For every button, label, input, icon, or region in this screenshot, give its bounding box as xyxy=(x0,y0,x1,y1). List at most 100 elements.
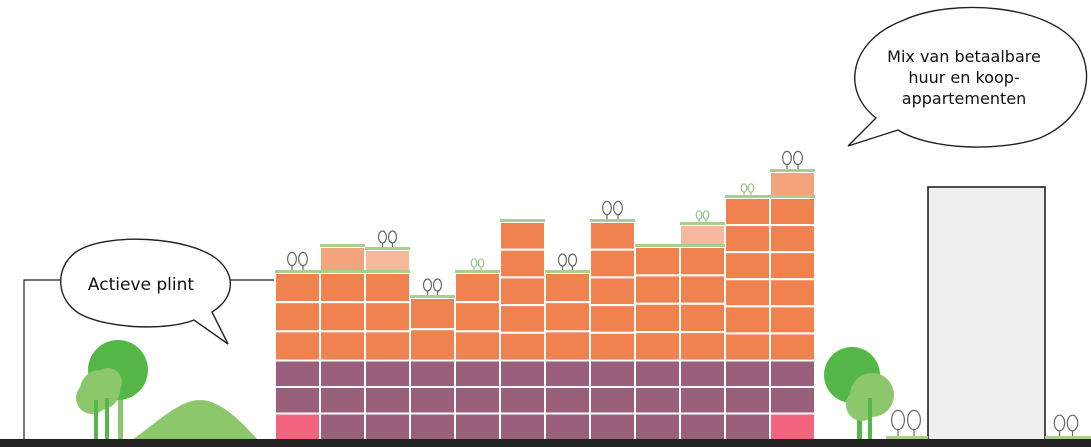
plinth-cell xyxy=(454,386,501,415)
plinth-cell xyxy=(544,386,591,415)
ground-line xyxy=(0,439,1091,447)
housing-cell xyxy=(364,330,411,362)
roof-green-strip xyxy=(680,222,725,225)
housing-cell xyxy=(499,248,546,279)
roof-green-strip xyxy=(500,219,545,222)
plinth-cell xyxy=(589,359,636,388)
roof-tree-outline-icon xyxy=(477,258,485,270)
roof-green-strip xyxy=(320,244,365,247)
plinth-cell xyxy=(724,359,771,388)
housing-cell xyxy=(724,332,771,362)
roof-tree-outline-icon xyxy=(906,409,921,436)
roof-green-strip xyxy=(365,247,410,250)
roof-trees xyxy=(287,150,803,295)
plinth-cell xyxy=(679,386,726,415)
roof-tree-outline-icon xyxy=(1066,414,1079,436)
housing-cell xyxy=(274,272,321,304)
roof-tree-outline-icon xyxy=(792,150,803,169)
plinth-cell xyxy=(409,359,456,388)
plinth-cell xyxy=(274,412,321,441)
ground-outline-trees xyxy=(890,409,1079,436)
housing-cell xyxy=(589,248,636,279)
housing-cap-cell xyxy=(679,224,726,248)
tree-group-right xyxy=(824,347,894,440)
plinth-cell xyxy=(679,412,726,441)
plinth-cell xyxy=(409,386,456,415)
plinth-cell xyxy=(454,412,501,441)
housing-cell xyxy=(499,331,546,362)
housing-cell xyxy=(544,272,591,304)
housing-cell xyxy=(679,331,726,362)
roof-tree-outline-icon xyxy=(470,258,478,270)
housing-cell xyxy=(499,304,546,334)
housing-cell xyxy=(634,274,681,305)
roof-tree-outline-icon xyxy=(377,230,388,247)
plinth-cell xyxy=(634,359,681,388)
housing-cell xyxy=(544,330,591,362)
housing-cell xyxy=(274,301,321,333)
housing-cell xyxy=(724,197,771,227)
plinth-cell xyxy=(589,412,636,441)
roof-tree-outline-icon xyxy=(557,253,568,270)
plinth-cell xyxy=(319,386,366,415)
roof-tree-outline-icon xyxy=(695,210,703,222)
roof-tree-outline-icon xyxy=(567,253,578,270)
callout-text-line-3: appartementen xyxy=(902,89,1026,108)
plinth-cell xyxy=(634,412,681,441)
plinth-cell xyxy=(589,386,636,415)
plinth-cell xyxy=(724,386,771,415)
housing-cell xyxy=(364,272,411,304)
housing-cell xyxy=(364,301,411,333)
plinth-cell xyxy=(769,412,816,441)
plinth-cell xyxy=(499,359,546,388)
housing-cell xyxy=(454,330,501,362)
housing-cap-cell xyxy=(319,246,366,274)
plinth-cell xyxy=(274,359,321,388)
plinth-cell xyxy=(724,412,771,441)
roof-green-strip xyxy=(545,270,590,273)
roof-green-strip xyxy=(635,244,680,247)
roof-tree-outline-icon xyxy=(601,200,612,219)
plinth-cell xyxy=(499,412,546,441)
roof-green-strip xyxy=(770,169,815,172)
plinth-cell xyxy=(319,359,366,388)
housing-cell xyxy=(724,224,771,254)
housing-cell xyxy=(409,328,456,362)
housing-cell xyxy=(544,301,591,333)
roof-tree-outline-icon xyxy=(740,183,748,195)
roof-tree-outline-icon xyxy=(1053,414,1066,436)
housing-cell xyxy=(454,301,501,333)
housing-cell xyxy=(679,274,726,305)
housing-cell xyxy=(769,332,816,362)
roof-green-strip xyxy=(410,295,455,298)
housing-cell xyxy=(769,278,816,308)
roof-tree-outline-icon xyxy=(298,251,309,270)
plinth-cell xyxy=(319,412,366,441)
roof-green-strip xyxy=(590,219,635,222)
plinth-cell xyxy=(454,359,501,388)
grass-hill xyxy=(132,400,258,440)
roof-tree-outline-icon xyxy=(612,200,623,219)
callout-text-line-1: Mix van betaalbare xyxy=(887,47,1041,66)
plinth-cell xyxy=(634,386,681,415)
plinth-cell xyxy=(544,412,591,441)
tree-group-left xyxy=(76,340,148,440)
roof-green-strip xyxy=(365,270,410,273)
housing-cell xyxy=(769,305,816,335)
housing-cell xyxy=(634,302,681,334)
housing-cell xyxy=(769,197,816,227)
roof-tree-outline-icon xyxy=(702,210,710,222)
ground-green-strip xyxy=(886,436,928,440)
roof-green-strip xyxy=(680,244,725,247)
housing-cap-cell xyxy=(364,249,411,274)
plinth-cell xyxy=(364,359,411,388)
housing-cell xyxy=(499,221,546,251)
roof-tree-outline-icon xyxy=(890,409,905,436)
callout-active-plinth: Actieve plint xyxy=(60,238,232,345)
housing-cell xyxy=(769,251,816,281)
callout-text-line-2: huur en koop- xyxy=(908,68,1019,87)
housing-cap-cell xyxy=(769,171,816,199)
block-building xyxy=(274,171,816,441)
plinth-cell xyxy=(544,359,591,388)
